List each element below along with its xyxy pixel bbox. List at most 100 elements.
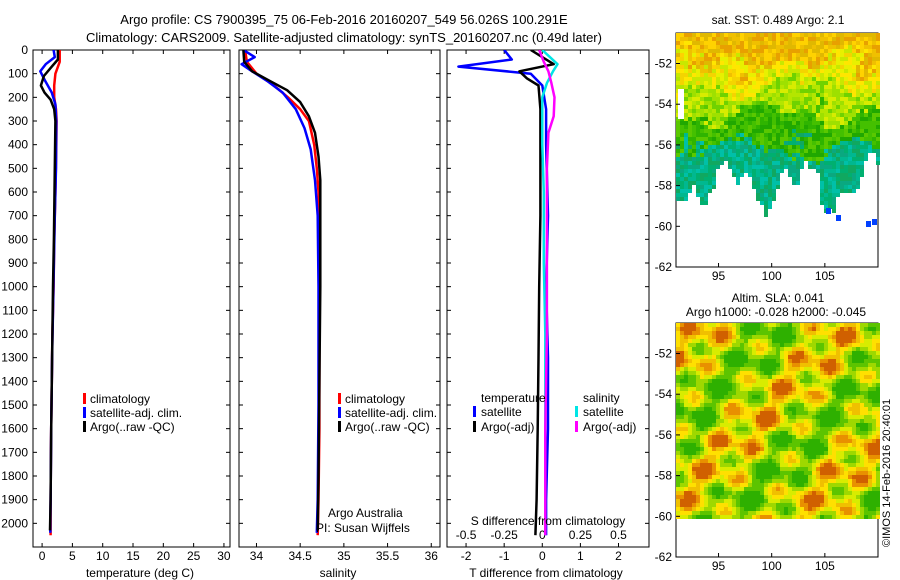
sst-cell [708, 185, 712, 189]
sst-cell [876, 77, 880, 81]
sla-cell [680, 367, 684, 371]
sla-cell [816, 347, 820, 351]
sst-cell [696, 85, 700, 89]
sla-cell [704, 411, 708, 415]
sla-cell [840, 463, 844, 467]
sst-cell [696, 77, 700, 81]
sla-cell [696, 499, 700, 503]
sla-cell [728, 423, 732, 427]
sla-cell [736, 495, 740, 499]
sst-cell [832, 37, 836, 41]
sst-cell [812, 121, 816, 125]
sla-cell [720, 363, 724, 367]
sst-cell [732, 77, 736, 81]
sst-cell [768, 125, 772, 129]
sla-cell [684, 367, 688, 371]
sst-cell [876, 137, 880, 141]
sst-cell [752, 141, 756, 145]
sst-cell [816, 49, 820, 53]
sst-cell [724, 77, 728, 81]
sla-cell [716, 379, 720, 383]
sla-cell [828, 335, 832, 339]
sst-cell [872, 89, 876, 93]
sla-cell [676, 471, 680, 475]
sst-cell [764, 197, 768, 201]
sla-cell [860, 351, 864, 355]
sst-cell [760, 109, 764, 113]
sst-cell [728, 113, 732, 117]
sla-cell [832, 399, 836, 403]
sst-cell [704, 153, 708, 157]
sla-cell [724, 451, 728, 455]
sla-cell [748, 431, 752, 435]
sst-cell [808, 157, 812, 161]
sst-cell [692, 145, 696, 149]
sla-cell [796, 363, 800, 367]
sla-cell [820, 447, 824, 451]
sst-cell [692, 113, 696, 117]
sst-cell [696, 121, 700, 125]
sla-cell [752, 375, 756, 379]
sla-cell [832, 383, 836, 387]
sla-cell [836, 379, 840, 383]
sla-cell [852, 367, 856, 371]
sst-cell [768, 137, 772, 141]
sla-cell [776, 487, 780, 491]
sst-cell [724, 101, 728, 105]
sla-cell [856, 427, 860, 431]
sla-cell [800, 343, 804, 347]
sla-cell [676, 343, 680, 347]
sst-cell [852, 173, 856, 177]
sst-cell [772, 189, 776, 193]
sla-cell [680, 471, 684, 475]
sla-cell [708, 407, 712, 411]
sst-cell [864, 121, 868, 125]
sla-cell [844, 371, 848, 375]
sst-cell [684, 145, 688, 149]
sla-cell [796, 359, 800, 363]
sst-cell [824, 81, 828, 85]
sst-cell [768, 173, 772, 177]
sst-cell [740, 93, 744, 97]
sst-cell [676, 189, 680, 193]
sst-cell [848, 177, 852, 181]
sst-cell [852, 177, 856, 181]
sla-cell [856, 343, 860, 347]
sst-cell [720, 69, 724, 73]
sst-cell [868, 101, 872, 105]
sst-cell [856, 129, 860, 133]
sla-cell [784, 359, 788, 363]
sst-cell [748, 41, 752, 45]
sla-cell [864, 431, 868, 435]
sst-cell [804, 121, 808, 125]
sla-cell [720, 367, 724, 371]
sla-cell [828, 491, 832, 495]
sla-cell [824, 503, 828, 507]
sla-cell [820, 443, 824, 447]
sla-cell [692, 375, 696, 379]
sla-cell [876, 483, 880, 487]
sst-cell [844, 109, 848, 113]
sla-cell [820, 323, 824, 327]
sst-cell [792, 173, 796, 177]
sla-cell [840, 443, 844, 447]
sla-cell [860, 455, 864, 459]
sst-cell [748, 85, 752, 89]
sla-cell [684, 511, 688, 515]
sst-cell [760, 129, 764, 133]
sla-cell [724, 443, 728, 447]
sst-cell [816, 81, 820, 85]
sst-cell [792, 37, 796, 41]
sla-cell [720, 331, 724, 335]
sla-cell [692, 467, 696, 471]
sst-cell [712, 77, 716, 81]
sst-cell [836, 173, 840, 177]
sla-cell [708, 427, 712, 431]
sla-cell [728, 331, 732, 335]
sla-cell [748, 447, 752, 451]
sla-cell [856, 383, 860, 387]
sla-cell [852, 467, 856, 471]
sla-cell [840, 455, 844, 459]
sst-cell [824, 165, 828, 169]
sst-cell [708, 37, 712, 41]
